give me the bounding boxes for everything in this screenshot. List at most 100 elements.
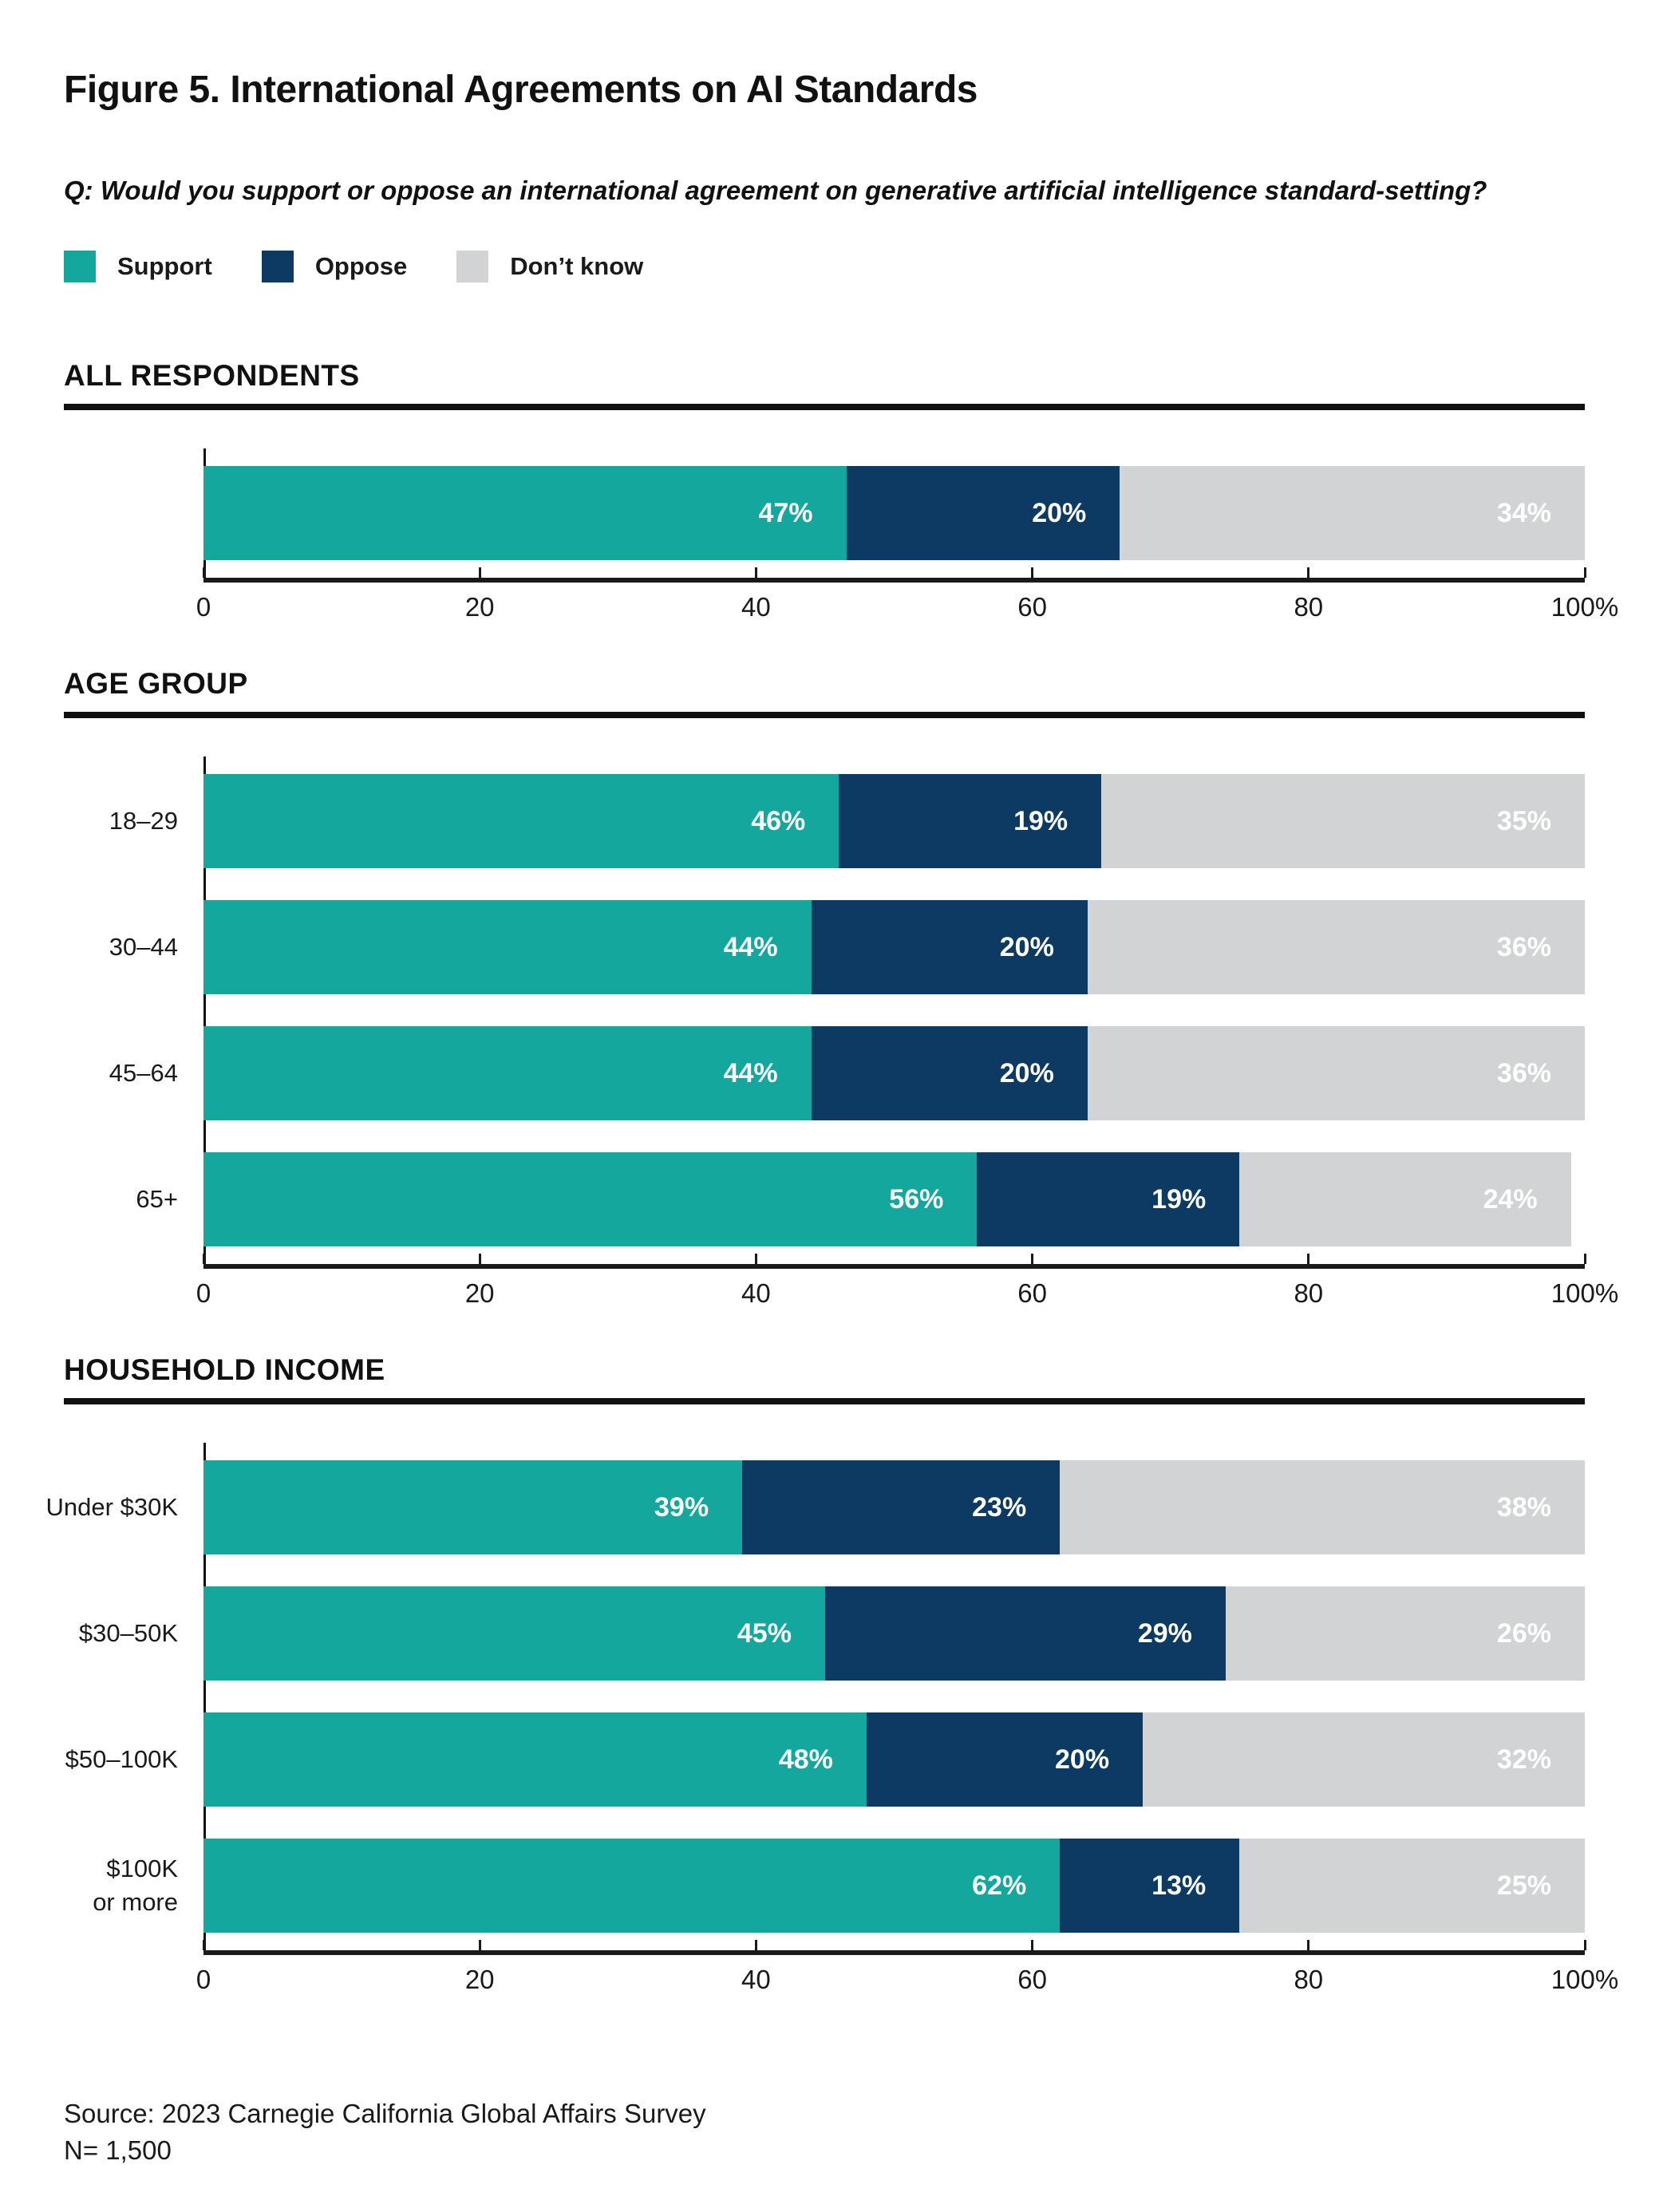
bar-segment-oppose: 20% <box>846 466 1120 560</box>
plot-all-respondents: 47% 20% 34% 0 20 40 60 80 100% <box>196 448 1618 629</box>
value-label: 23% <box>972 1491 1027 1523</box>
section-rule <box>64 404 1585 410</box>
legend-label: Oppose <box>314 252 408 280</box>
tick-label: 80 <box>1294 1278 1324 1308</box>
y-axis-line <box>203 1443 206 1950</box>
tick-label: 60 <box>1017 1965 1047 1994</box>
value-label: 20% <box>999 1057 1054 1088</box>
value-label: 38% <box>1496 1491 1551 1523</box>
tick-mark <box>478 567 481 578</box>
value-label: 62% <box>972 1870 1027 1901</box>
bar-segment-support: 39% <box>203 1460 743 1554</box>
value-label: 26% <box>1496 1618 1551 1649</box>
bar-segment-oppose: 20% <box>866 1712 1144 1807</box>
tick-label: 20 <box>464 1278 495 1308</box>
bar-segment-support: 45% <box>203 1586 825 1681</box>
tick-mark <box>754 1254 757 1264</box>
value-label: 47% <box>758 497 813 528</box>
bar-row: 45–64 44% 20% 36% <box>109 1026 1585 1120</box>
bar-segment-oppose: 23% <box>742 1460 1061 1554</box>
tick-label: 80 <box>1294 1965 1324 1994</box>
tick-label: 0 <box>196 1965 211 1994</box>
y-axis-line <box>203 756 206 1264</box>
legend-label: Don’t know <box>510 252 644 280</box>
bar-row: $30–50K 45% 29% 26% <box>79 1586 1585 1681</box>
legend-item-don-t-know: Don’t know <box>456 251 643 282</box>
bar-segment-oppose: 13% <box>1060 1839 1240 1933</box>
value-label: 20% <box>999 931 1054 962</box>
tick-label: 40 <box>741 1278 771 1308</box>
value-label: 44% <box>723 1057 778 1088</box>
category-label: 45–64 <box>109 1059 178 1088</box>
source-line: Source: 2023 Carnegie California Global … <box>64 2099 706 2128</box>
bar-segment-don-t-know: 36% <box>1087 900 1585 994</box>
value-label: 39% <box>654 1491 709 1523</box>
bar-row: 18–29 46% 19% 35% <box>109 774 1585 868</box>
value-label: 24% <box>1483 1183 1538 1215</box>
bar-row: 47% 20% 34% <box>203 466 1585 560</box>
tick-label: 0 <box>196 592 211 622</box>
category-label: 30–44 <box>109 933 178 962</box>
x-axis: 0 20 40 60 80 100% <box>196 1254 1618 1315</box>
value-label: 20% <box>1032 497 1087 528</box>
tick-label: 20 <box>464 592 495 622</box>
section-title: ALL RESPONDENTS <box>64 359 360 392</box>
value-label: 35% <box>1496 805 1551 836</box>
bar-segment-don-t-know: 32% <box>1143 1712 1585 1807</box>
stacked-bar: 44% 20% 36% <box>203 1026 1585 1120</box>
bar-segment-oppose: 19% <box>977 1152 1240 1246</box>
tick-label: 40 <box>741 1965 771 1994</box>
bar-segment-don-t-know: 35% <box>1101 774 1585 868</box>
bar-segment-support: 46% <box>203 774 839 868</box>
figure-page: Figure 5. International Agreements on AI… <box>46 68 1619 2169</box>
oppose-swatch-icon <box>261 251 294 282</box>
stacked-bar: 48% 20% 32% <box>203 1712 1585 1807</box>
tick-mark <box>754 567 757 578</box>
bar-segment-don-t-know: 38% <box>1060 1460 1585 1554</box>
tick-mark <box>478 1940 481 1950</box>
source-note: Source: 2023 Carnegie California Global … <box>64 2095 1585 2169</box>
stacked-bar: 56% 19% 24% <box>203 1152 1585 1246</box>
legend: Support Oppose Don’t know <box>64 251 1585 282</box>
category-label: 18–29 <box>109 807 178 835</box>
tick-label: 40 <box>741 592 771 622</box>
tick-mark <box>1583 567 1586 578</box>
bar-segment-don-t-know: 36% <box>1087 1026 1585 1120</box>
value-label: 20% <box>1055 1744 1110 1775</box>
legend-item-support: Support <box>64 251 212 282</box>
legend-item-oppose: Oppose <box>261 251 408 282</box>
value-label: 32% <box>1496 1744 1551 1775</box>
bar-row: $100K or more 62% 13% 25% <box>93 1839 1585 1933</box>
section-rule <box>64 1398 1585 1404</box>
bar-row: 30–44 44% 20% 36% <box>109 900 1585 994</box>
bar-segment-don-t-know: 25% <box>1239 1839 1585 1933</box>
tick-mark <box>1031 1254 1034 1264</box>
value-label: 34% <box>1496 497 1551 528</box>
category-label: Under $30K <box>45 1493 178 1522</box>
bar-segment-don-t-know: 24% <box>1239 1152 1571 1246</box>
stacked-bar: 39% 23% 38% <box>203 1460 1585 1554</box>
stacked-bar: 46% 19% 35% <box>203 774 1585 868</box>
tick-mark <box>202 1940 205 1950</box>
x-axis-line <box>203 1950 1585 1955</box>
plot-area: Under $30K 39% 23% 38% $30–50K 45% 29% 26% $50–1… <box>46 1443 1585 1950</box>
survey-question: Q: Would you support or oppose an intern… <box>64 176 1487 205</box>
bar-segment-support: 44% <box>203 1026 812 1120</box>
tick-mark <box>1307 1254 1310 1264</box>
value-label: 36% <box>1496 931 1551 962</box>
value-label: 56% <box>889 1183 944 1215</box>
plot-area: 47% 20% 34% <box>203 448 1585 578</box>
value-label: 13% <box>1151 1870 1207 1901</box>
tick-mark <box>1583 1940 1586 1950</box>
stacked-bar: 44% 20% 36% <box>203 900 1585 994</box>
section-title: HOUSEHOLD INCOME <box>64 1353 385 1386</box>
value-label: 48% <box>778 1744 833 1775</box>
tick-label: 100% <box>1550 1278 1619 1308</box>
category-label: $100K or more <box>93 1855 178 1916</box>
category-label: $50–100K <box>65 1745 178 1774</box>
bar-row: 65+ 56% 19% 24% <box>136 1152 1585 1246</box>
category-label: 65+ <box>136 1185 178 1214</box>
bar-segment-support: 44% <box>203 900 812 994</box>
section-all-respondents: ALL RESPONDENTS 47% 20% 34% 0 20 40 60 80 100% <box>64 359 1618 629</box>
bar-segment-oppose: 29% <box>824 1586 1226 1681</box>
